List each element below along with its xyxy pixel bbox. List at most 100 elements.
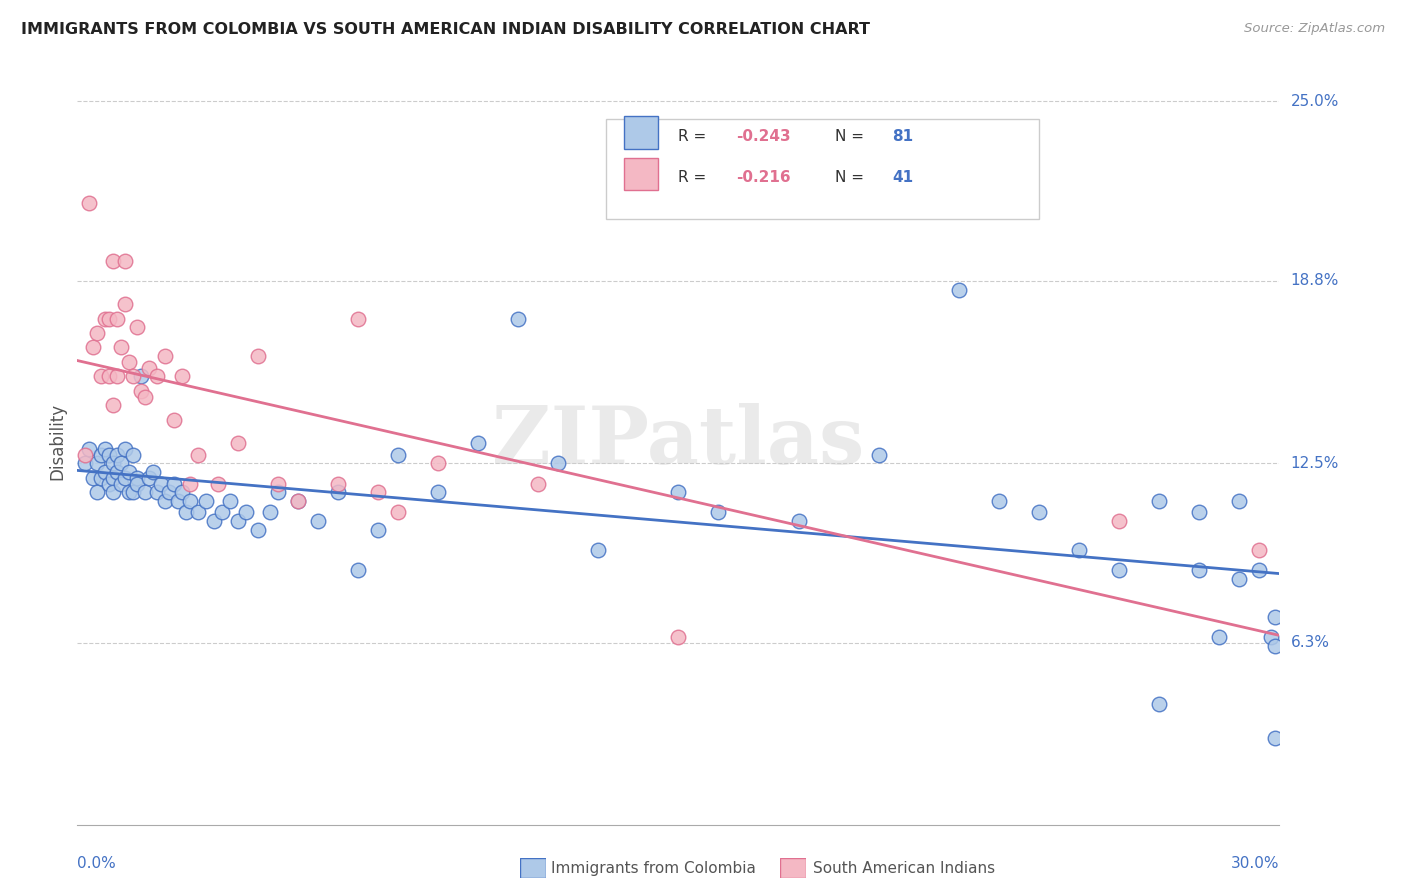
Point — [287, 494, 309, 508]
FancyBboxPatch shape — [606, 120, 1039, 219]
Point — [1208, 630, 1230, 644]
Point — [1028, 506, 1050, 520]
Point — [235, 506, 257, 520]
Point — [668, 630, 690, 644]
Point — [1188, 563, 1211, 577]
Point — [107, 311, 129, 326]
Point — [138, 360, 160, 375]
Point — [1229, 572, 1251, 586]
Point — [75, 448, 97, 462]
Text: 6.3%: 6.3% — [1291, 635, 1330, 650]
Point — [367, 485, 389, 500]
Point — [207, 476, 229, 491]
Point — [186, 448, 209, 462]
Point — [226, 436, 249, 450]
Point — [118, 485, 141, 500]
Text: IMMIGRANTS FROM COLOMBIA VS SOUTH AMERICAN INDIAN DISABILITY CORRELATION CHART: IMMIGRANTS FROM COLOMBIA VS SOUTH AMERIC… — [21, 22, 870, 37]
Point — [668, 485, 690, 500]
Point — [218, 494, 240, 508]
Point — [86, 326, 108, 340]
Text: N =: N = — [835, 128, 869, 144]
Point — [194, 494, 217, 508]
Point — [1108, 563, 1130, 577]
Point — [103, 456, 125, 470]
Text: ZIPatlas: ZIPatlas — [492, 402, 865, 481]
Point — [1249, 563, 1271, 577]
Point — [107, 448, 129, 462]
Point — [142, 465, 165, 479]
Point — [134, 390, 156, 404]
Point — [1260, 630, 1282, 644]
Point — [170, 369, 193, 384]
Point — [1149, 697, 1171, 711]
Point — [246, 349, 269, 363]
Point — [186, 506, 209, 520]
Point — [131, 369, 153, 384]
Point — [307, 514, 329, 528]
Point — [1264, 731, 1286, 746]
Point — [467, 436, 489, 450]
Point — [94, 442, 117, 456]
Point — [114, 442, 136, 456]
Text: South American Indians: South American Indians — [813, 862, 995, 876]
Point — [110, 476, 132, 491]
Text: R =: R = — [679, 170, 711, 186]
Point — [90, 471, 112, 485]
Point — [326, 485, 349, 500]
Text: N =: N = — [835, 170, 869, 186]
Text: 0.0%: 0.0% — [77, 855, 117, 871]
Point — [110, 341, 132, 355]
Point — [75, 456, 97, 470]
Point — [127, 320, 149, 334]
Point — [179, 476, 201, 491]
Point — [107, 369, 129, 384]
Point — [138, 471, 160, 485]
Point — [159, 485, 181, 500]
Point — [166, 494, 188, 508]
Point — [118, 355, 141, 369]
Point — [146, 485, 169, 500]
Point — [82, 471, 104, 485]
Text: Immigrants from Colombia: Immigrants from Colombia — [551, 862, 756, 876]
Point — [86, 485, 108, 500]
Point — [82, 341, 104, 355]
Point — [547, 456, 569, 470]
Text: 25.0%: 25.0% — [1291, 94, 1339, 109]
Point — [122, 369, 145, 384]
Point — [1188, 506, 1211, 520]
Point — [1249, 543, 1271, 558]
Point — [162, 476, 184, 491]
Point — [127, 476, 149, 491]
Point — [527, 476, 550, 491]
Point — [134, 485, 156, 500]
Point — [259, 506, 281, 520]
Point — [122, 448, 145, 462]
Point — [114, 471, 136, 485]
Point — [114, 253, 136, 268]
Point — [103, 471, 125, 485]
Point — [150, 476, 173, 491]
Point — [110, 456, 132, 470]
Point — [146, 369, 169, 384]
Text: 12.5%: 12.5% — [1291, 456, 1339, 471]
Point — [114, 297, 136, 311]
Point — [367, 523, 389, 537]
Text: R =: R = — [679, 128, 711, 144]
Point — [131, 384, 153, 398]
Point — [508, 311, 530, 326]
Point — [868, 448, 890, 462]
Point — [347, 563, 370, 577]
Point — [86, 456, 108, 470]
Point — [127, 471, 149, 485]
Point — [90, 448, 112, 462]
Point — [202, 514, 225, 528]
Point — [267, 476, 290, 491]
Point — [118, 465, 141, 479]
Point — [427, 456, 450, 470]
Point — [211, 506, 233, 520]
Text: 41: 41 — [893, 170, 914, 186]
Text: 81: 81 — [893, 128, 914, 144]
Point — [246, 523, 269, 537]
Point — [287, 494, 309, 508]
Point — [103, 253, 125, 268]
